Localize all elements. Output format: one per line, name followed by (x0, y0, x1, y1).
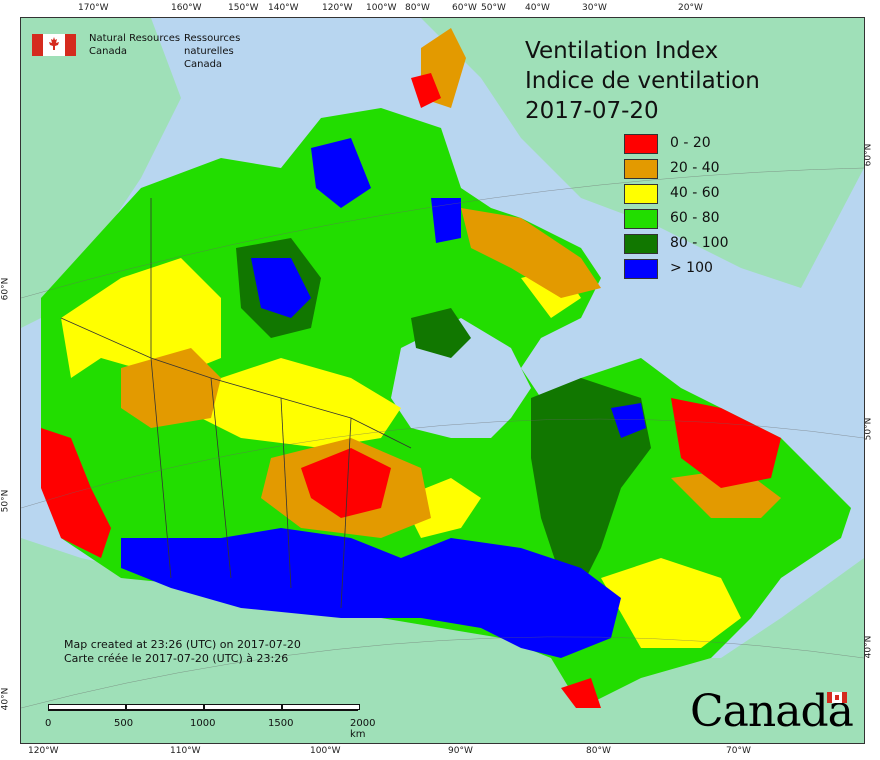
scale-segment (204, 704, 282, 710)
tick-bottom: 100°W (310, 746, 341, 756)
tick-top: 150°W (228, 3, 259, 13)
zone-yellow (601, 558, 741, 648)
org-name-fr: Ressources naturelles Canada (184, 32, 240, 71)
legend-swatch (624, 234, 658, 254)
map-credit: Map created at 23:26 (UTC) on 2017-07-20… (64, 638, 301, 666)
title-en: Ventilation Index (525, 38, 719, 64)
map-title: Ventilation Index Indice de ventilation … (525, 36, 760, 126)
legend: 0 - 20 20 - 40 40 - 60 60 - 80 80 - 100 … (624, 132, 744, 282)
scale-segment (48, 704, 126, 710)
org-name-en: Natural Resources Canada (89, 32, 180, 58)
scale-segment (282, 704, 360, 710)
tick-bottom: 70°W (726, 746, 751, 756)
zone-darkgreen (411, 308, 471, 358)
zone-blue (311, 138, 371, 208)
canada-wordmark: Canada (690, 686, 854, 737)
credit-en: Map created at 23:26 (UTC) on 2017-07-20 (64, 638, 301, 651)
province-borders (60, 198, 412, 609)
title-date: 2017-07-20 (525, 98, 659, 124)
legend-item: 60 - 80 (624, 207, 744, 232)
zone-red (411, 73, 441, 108)
zone-red (671, 398, 781, 488)
tick-top: 60°W (452, 3, 477, 13)
zone-blue (251, 258, 311, 318)
zone-yellow (61, 258, 221, 378)
legend-label: 0 - 20 (670, 135, 711, 151)
legend-item: 40 - 60 (624, 182, 744, 207)
tick-top: 160°W (171, 3, 202, 13)
zone-blue (431, 198, 461, 243)
tick-left: 50°N (0, 489, 11, 513)
tick-left: 60°N (0, 277, 11, 301)
scale-segment (126, 704, 204, 710)
maple-leaf-icon (49, 37, 59, 50)
zone-red (301, 448, 391, 518)
tick-bottom: 120°W (28, 746, 59, 756)
legend-label: 60 - 80 (670, 210, 720, 226)
legend-label: 40 - 60 (670, 185, 720, 201)
zone-orange (461, 208, 601, 298)
zone-blue (121, 528, 621, 658)
title-fr: Indice de ventilation (525, 68, 760, 94)
tick-top: 20°W (678, 3, 703, 13)
tick-bottom: 80°W (586, 746, 611, 756)
tick-top: 30°W (582, 3, 607, 13)
scale-label: 1500 (268, 718, 294, 729)
legend-swatch (624, 134, 658, 154)
scale-label: 1000 (190, 718, 216, 729)
canada-flag-icon (32, 34, 76, 56)
tick-top: 50°W (481, 3, 506, 13)
zone-yellow (191, 358, 401, 448)
wordmark-flag-icon (827, 692, 847, 703)
zone-red (561, 678, 601, 708)
tick-top: 170°W (78, 3, 109, 13)
legend-label: 20 - 40 (670, 160, 720, 176)
alaska-land (21, 18, 181, 328)
zone-orange (121, 348, 221, 428)
org-en-line-2: Canada (89, 46, 128, 57)
tick-bottom: 110°W (170, 746, 201, 756)
scale-baseline (48, 710, 358, 711)
tick-left: 40°N (0, 687, 11, 711)
legend-item: 80 - 100 (624, 232, 744, 257)
legend-item: 20 - 40 (624, 157, 744, 182)
legend-item: 0 - 20 (624, 132, 744, 157)
tick-top: 140°W (268, 3, 299, 13)
scale-label: 500 (114, 718, 134, 729)
credit-fr: Carte créée le 2017-07-20 (UTC) à 23:26 (64, 652, 289, 665)
legend-swatch (624, 209, 658, 229)
legend-item: > 100 (624, 257, 744, 282)
tick-bottom: 90°W (448, 746, 473, 756)
tick-top: 120°W (322, 3, 353, 13)
legend-swatch (624, 159, 658, 179)
map-canvas (21, 18, 864, 743)
legend-swatch (624, 259, 658, 279)
scale-label: 2000 km (350, 718, 376, 740)
zone-blue (611, 403, 646, 438)
tick-top: 100°W (366, 3, 397, 13)
legend-label: > 100 (670, 260, 713, 276)
scale-bar: 0 500 1000 1500 2000 km (45, 704, 378, 740)
ventilation-map[interactable] (20, 17, 865, 744)
legend-swatch (624, 184, 658, 204)
tick-top: 80°W (405, 3, 430, 13)
nrcan-logo: Natural Resources Canada Ressources natu… (32, 32, 240, 70)
scale-label: 0 (45, 718, 52, 729)
zone-red (41, 428, 111, 558)
org-fr-line-2: Canada (184, 59, 223, 70)
org-fr-line-1: Ressources naturelles (184, 33, 241, 57)
legend-label: 80 - 100 (670, 235, 729, 251)
tick-top: 40°W (525, 3, 550, 13)
org-en-line-1: Natural Resources (89, 33, 181, 44)
graticule (21, 167, 864, 709)
